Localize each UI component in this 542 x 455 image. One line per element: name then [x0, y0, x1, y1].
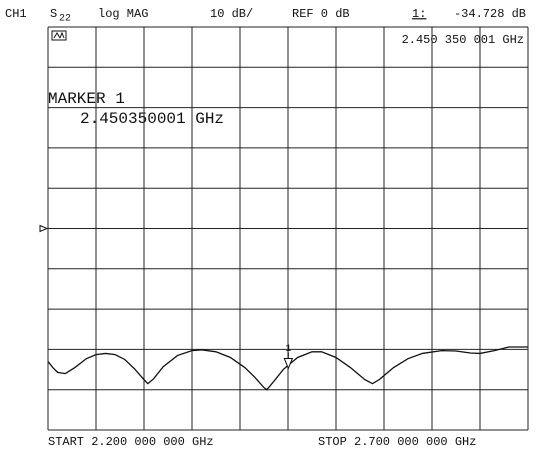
- marker-arrow: [283, 352, 294, 370]
- marker-readout: -34.728 dB: [454, 7, 526, 21]
- channel: CH1: [5, 7, 27, 21]
- format: log MAG: [98, 7, 148, 21]
- scale: 10 dB/: [210, 7, 253, 21]
- marker-freq-label: 2.450350001 GHz: [80, 110, 224, 128]
- parameter: S: [50, 7, 57, 21]
- status-icon: [51, 30, 67, 41]
- reference: REF 0 dB: [292, 7, 350, 21]
- start-label: START 2.200 000 000 GHz: [48, 435, 214, 449]
- stop-label: STOP 2.700 000 000 GHz: [318, 435, 476, 449]
- reference-arrow: [39, 224, 49, 233]
- marker-freq-readout: 2.450 350 001 GHz: [402, 33, 524, 47]
- trace: [47, 346, 528, 391]
- parameter-sub: 22: [59, 14, 71, 25]
- marker-readout-name: 1:: [412, 7, 426, 21]
- marker-label: 1: [285, 344, 291, 355]
- marker-title: MARKER 1: [48, 90, 125, 108]
